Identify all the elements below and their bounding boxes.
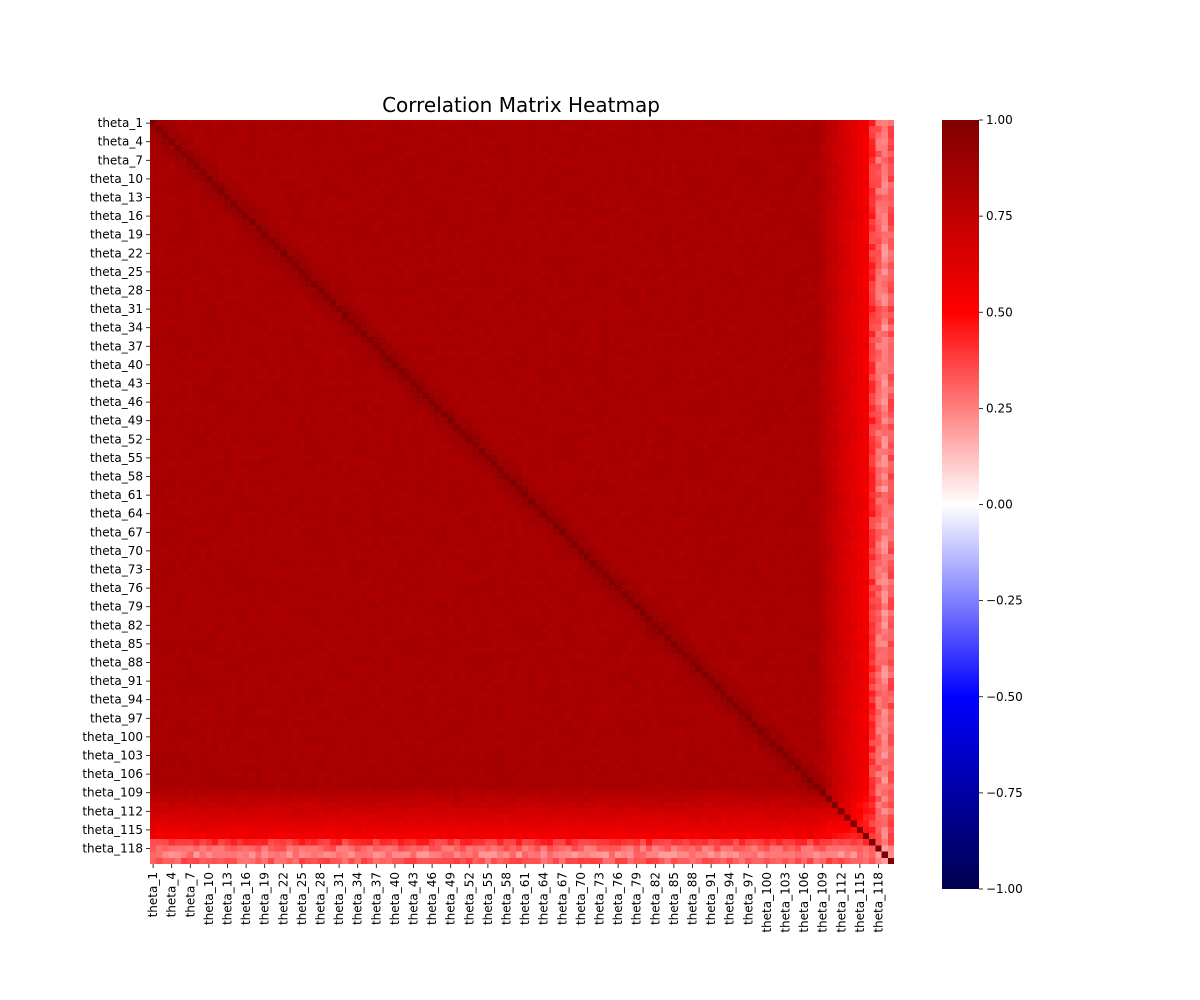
y-tick-label: theta_10 [90,172,143,186]
x-tick-label: theta_13 [221,872,235,925]
y-tick-label: theta_46 [90,395,143,409]
x-tick-label: theta_100 [760,872,774,933]
x-tick-label: theta_52 [462,872,476,925]
x-tick-label: theta_58 [500,872,514,925]
y-tick-label: theta_73 [90,563,143,577]
y-tick-label: theta_19 [90,228,143,242]
x-tick-label: theta_82 [648,872,662,925]
x-tick-label: theta_73 [593,872,607,925]
x-axis-ticks: theta_1 theta_4 theta_7 theta_10 theta_13 the… [146,864,886,933]
y-tick-label: theta_1 [98,116,143,130]
y-tick-label: theta_64 [90,507,143,521]
x-tick-label: theta_70 [574,872,588,925]
x-tick-label: theta_31 [332,872,346,925]
x-tick-label: theta_85 [667,872,681,925]
colorbar-tick-label: 0.00 [986,498,1013,512]
x-tick-label: theta_55 [481,872,495,925]
y-tick-label: theta_109 [82,786,143,800]
y-tick-label: theta_43 [90,377,143,391]
x-tick-label: theta_49 [444,872,458,925]
y-tick-label: theta_55 [90,451,143,465]
heatmap-cells [150,120,894,864]
x-tick-label: theta_37 [369,872,383,925]
y-tick-label: theta_49 [90,414,143,428]
y-tick-label: theta_67 [90,525,143,539]
colorbar-gradient [942,120,979,889]
y-tick-label: theta_28 [90,284,143,298]
x-tick-label: theta_88 [686,872,700,925]
y-tick-label: theta_40 [90,358,143,372]
y-tick-label: theta_106 [82,767,143,781]
x-tick-label: theta_1 [146,872,160,917]
x-tick-label: theta_34 [351,872,365,925]
x-tick-label: theta_16 [239,872,253,925]
colorbar-tick-label: 1.00 [986,113,1013,127]
y-tick-label: theta_58 [90,470,143,484]
x-tick-label: theta_106 [797,872,811,933]
x-tick-label: theta_46 [425,872,439,925]
y-tick-label: theta_70 [90,544,143,558]
x-tick-label: theta_118 [872,872,886,933]
colorbar-tick-label: −0.75 [986,786,1023,800]
x-tick-label: theta_4 [165,872,179,917]
x-tick-label: theta_10 [202,872,216,925]
x-tick-label: theta_7 [183,872,197,917]
colorbar-tick-label: −0.50 [986,690,1023,704]
y-tick-label: theta_61 [90,488,143,502]
x-tick-label: theta_28 [314,872,328,925]
y-tick-label: theta_37 [90,339,143,353]
y-tick-label: theta_82 [90,618,143,632]
y-tick-label: theta_34 [90,321,143,335]
y-tick-label: theta_79 [90,600,143,614]
chart-title: Correlation Matrix Heatmap [382,93,660,117]
x-tick-label: theta_115 [853,872,867,933]
y-tick-label: theta_4 [98,135,143,149]
colorbar-tick-label: 0.50 [986,305,1013,319]
y-tick-label: theta_112 [82,804,143,818]
y-tick-label: theta_103 [82,749,143,763]
x-tick-label: theta_40 [388,872,402,925]
x-tick-label: theta_94 [723,872,737,925]
y-tick-label: theta_100 [82,730,143,744]
y-tick-label: theta_115 [82,823,143,837]
x-tick-label: theta_91 [704,872,718,925]
y-axis-ticks: theta_1 theta_4 theta_7 theta_10 theta_13the… [82,116,150,856]
y-tick-label: theta_31 [90,302,143,316]
colorbar: 1.00 0.75 0.50 0.25 0.00 −0.25 −0.50 −0.75 −1.00 [942,113,1023,896]
y-tick-label: theta_88 [90,656,143,670]
x-tick-label: theta_43 [407,872,421,925]
y-tick-label: theta_118 [82,842,143,856]
y-tick-label: theta_52 [90,432,143,446]
y-tick-label: theta_85 [90,637,143,651]
x-tick-label: theta_22 [276,872,290,925]
y-tick-label: theta_97 [90,711,143,725]
y-tick-label: theta_91 [90,674,143,688]
x-tick-label: theta_61 [518,872,532,925]
y-tick-label: theta_13 [90,191,143,205]
x-tick-label: theta_109 [816,872,830,933]
x-tick-label: theta_64 [537,872,551,925]
x-tick-label: theta_112 [834,872,848,933]
colorbar-tick-label: −1.00 [986,882,1023,896]
y-tick-label: theta_76 [90,581,143,595]
colorbar-tick-label: 0.75 [986,209,1013,223]
y-tick-label: theta_7 [98,153,143,167]
x-tick-label: theta_67 [555,872,569,925]
y-tick-label: theta_22 [90,246,143,260]
y-tick-label: theta_94 [90,693,143,707]
x-tick-label: theta_79 [630,872,644,925]
x-tick-label: theta_76 [611,872,625,925]
heatmap-plot-area [150,120,894,864]
x-tick-label: theta_103 [779,872,793,933]
x-tick-label: theta_25 [295,872,309,925]
y-tick-label: theta_16 [90,209,143,223]
colorbar-tick-label: −0.25 [986,594,1023,608]
x-tick-label: theta_97 [741,872,755,925]
colorbar-tick-label: 0.25 [986,401,1013,415]
y-tick-label: theta_25 [90,265,143,279]
x-tick-label: theta_19 [258,872,272,925]
